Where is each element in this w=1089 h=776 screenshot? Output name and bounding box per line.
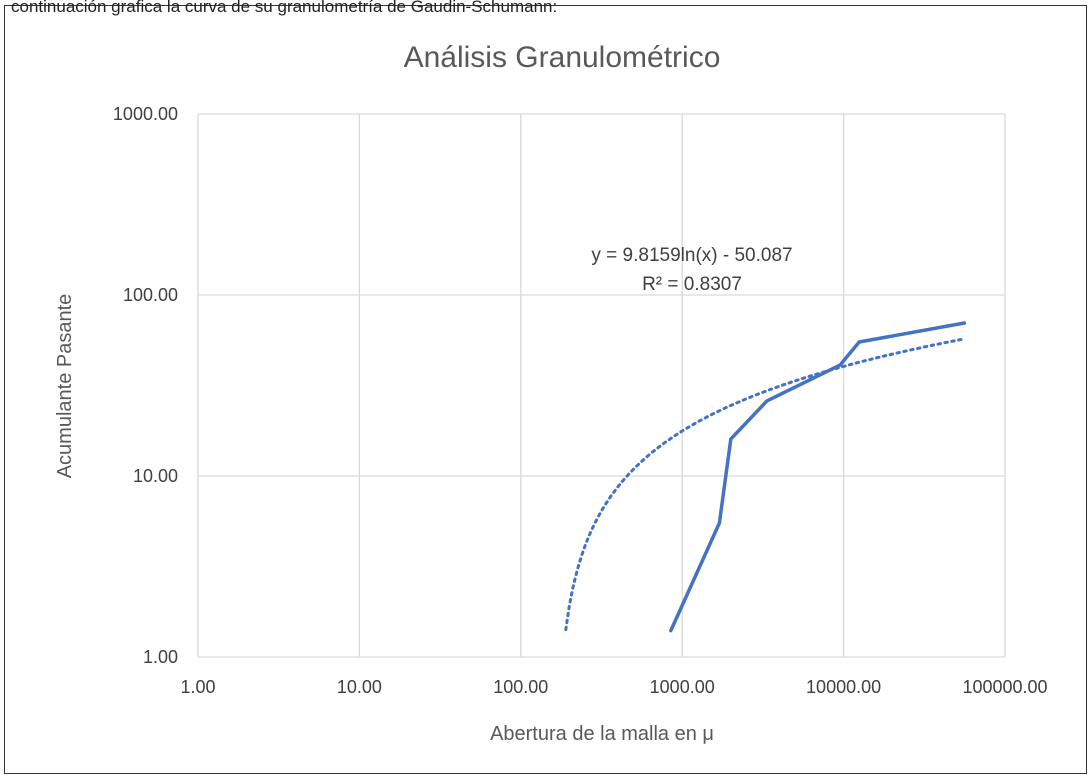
x-axis-title: Abertura de la malla en μ [490,723,714,745]
x-tick-label-0: 1.00 [180,677,215,697]
y-tick-label-0: 1.00 [143,647,178,667]
trendline-r2: R² = 0.8307 [642,274,742,295]
x-tick-label-4: 10000.00 [806,677,881,697]
grid-lines [197,113,1006,658]
x-tick-label-1: 10.00 [337,677,382,697]
chart-title: Análisis Granulométrico [404,41,721,74]
x-tick-label-5: 100000.00 [962,677,1047,697]
series-line-0 [669,321,967,633]
x-tick-label-2: 100.00 [493,677,548,697]
y-axis-title: Acumulante Pasante [54,294,76,479]
x-tick-label-3: 1000.00 [650,677,715,697]
y-tick-label-1: 10.00 [133,466,178,486]
y-tick-label-3: 1000.00 [113,104,178,124]
clipped-caption-text: continuación grafica la curva de su gran… [11,0,558,16]
series-layer [564,321,967,633]
chart-frame: continuación grafica la curva de su gran… [4,0,1087,774]
trendline-equation: y = 9.8159ln(x) - 50.087 [591,245,792,266]
trendline [564,337,966,632]
tick-labels: 1.00 10.00 100.00 1000.00 10000.00 100000.00 1… [113,104,1048,697]
y-tick-label-2: 100.00 [123,285,178,305]
